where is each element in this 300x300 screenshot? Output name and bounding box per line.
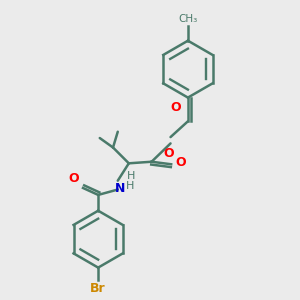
Text: CH₃: CH₃ — [178, 14, 197, 24]
Text: Br: Br — [90, 282, 106, 295]
Text: O: O — [175, 156, 186, 169]
Text: N: N — [115, 182, 125, 195]
Text: H: H — [126, 181, 135, 191]
Text: O: O — [164, 147, 174, 160]
Text: O: O — [170, 101, 181, 114]
Text: H: H — [127, 171, 136, 181]
Text: O: O — [68, 172, 79, 185]
